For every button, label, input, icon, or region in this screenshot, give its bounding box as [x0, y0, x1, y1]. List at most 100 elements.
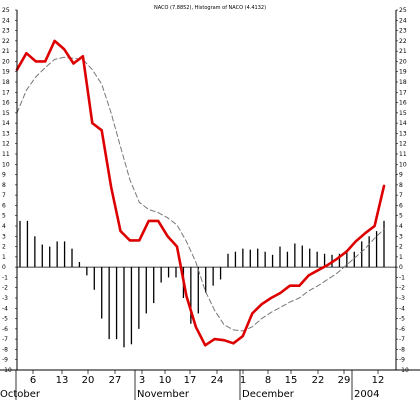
right-y-tick-label-1: 25: [399, 7, 407, 14]
right-y-tick-label-8: 18: [399, 79, 407, 86]
right-y-tick-label-19: 7: [399, 192, 403, 199]
right-y-tick-label-20: 6: [399, 202, 403, 209]
right-y-tick-label-34: -8: [399, 346, 405, 353]
right-y-tick-label-28: -2: [399, 285, 405, 292]
x-tick-label-11: 15: [285, 375, 298, 386]
left-y-tick-label-16: 10: [2, 161, 10, 168]
right-y-tick-label-36: -10: [399, 367, 409, 374]
left-y-tick-label-10: 16: [2, 100, 10, 107]
left-y-tick-label-12: 14: [2, 120, 10, 127]
left-y-tick-label-11: 15: [2, 110, 10, 117]
x-tick-label-13: 29: [338, 375, 351, 386]
x-tick-label-14: 12: [372, 375, 385, 386]
right-y-tick-label-9: 17: [399, 89, 407, 96]
left-y-tick-label-20: 6: [2, 202, 6, 209]
right-y-tick-label-7: 19: [399, 69, 407, 76]
left-y-tick-label-5: 21: [2, 48, 10, 55]
right-y-tick-label-23: 3: [399, 233, 403, 240]
left-y-tick-label-22: 4: [2, 223, 6, 230]
x-tick-label-5: 3: [139, 375, 145, 386]
right-y-tick-label-25: 1: [399, 254, 403, 261]
left-y-tick-label-34: -8: [2, 346, 8, 353]
x-tick-label-1: 6: [30, 375, 36, 386]
x-tick-label-10: 8: [265, 375, 271, 386]
x-tick-label-4: 27: [109, 375, 122, 386]
right-y-tick-label-4: 22: [399, 38, 407, 45]
right-y-tick-label-12: 14: [399, 120, 407, 127]
x-axis: 6 13 20 27 3 10 17 24 1 8 15 22 29 12 October November D…: [0, 370, 384, 400]
x-tick-label-7: 17: [184, 375, 197, 386]
right-y-tick-label-16: 10: [399, 161, 407, 168]
right-y-tick-label-3: 23: [399, 28, 407, 35]
month-label-4: 2004: [354, 389, 379, 400]
month-label-2: November: [137, 389, 190, 400]
right-y-tick-label-11: 15: [399, 110, 407, 117]
left-y-tick-label-27: -1: [2, 274, 8, 281]
month-label-3: December: [242, 389, 295, 400]
right-y-tick-label-30: -4: [399, 305, 405, 312]
right-y-tick-label-24: 2: [399, 244, 403, 251]
right-y-tick-label-31: -5: [399, 316, 405, 323]
left-y-tick-label-18: 8: [2, 182, 6, 189]
right-y-tick-label-6: 20: [399, 58, 407, 65]
right-y-tick-label-13: 13: [399, 130, 407, 137]
right-y-tick-label-33: -7: [399, 336, 405, 343]
histogram-group: [19, 220, 385, 348]
x-tick-label-6: 10: [159, 375, 172, 386]
left-y-tick-label-36: -10: [2, 367, 12, 374]
left-y-tick-label-3: 23: [2, 28, 10, 35]
left-y-tick-label-23: 3: [2, 233, 6, 240]
month-label-1: October: [0, 389, 41, 400]
left-y-tick-label-26: 0: [2, 264, 6, 271]
left-y-tick-label-31: -5: [2, 316, 8, 323]
right-y-tick-label-26: 0: [399, 264, 403, 271]
right-y-tick-label-17: 9: [399, 172, 403, 179]
left-y-tick-label-9: 17: [2, 89, 10, 96]
left-y-tick-label-28: -2: [2, 285, 8, 292]
left-y-tick-label-17: 9: [2, 172, 6, 179]
x-tick-label-9: 1: [240, 375, 246, 386]
left-y-tick-label-4: 22: [2, 38, 10, 45]
macd-line: [15, 39, 386, 347]
left-y-tick-label-14: 12: [2, 141, 10, 148]
left-y-axis: 2524232221201918171615141312111098765432…: [2, 7, 17, 374]
left-y-tick-label-15: 11: [2, 151, 10, 158]
left-y-tick-label-25: 1: [2, 254, 6, 261]
left-y-tick-label-33: -7: [2, 336, 8, 343]
right-y-tick-label-18: 8: [399, 182, 403, 189]
left-y-tick-label-21: 5: [2, 213, 6, 220]
right-y-tick-label-35: -9: [399, 357, 405, 364]
right-y-tick-label-2: 24: [399, 17, 407, 24]
right-y-tick-label-5: 21: [399, 48, 407, 55]
left-y-tick-label-13: 13: [2, 130, 10, 137]
right-y-tick-label-32: -6: [399, 326, 405, 333]
right-y-tick-label-27: -1: [399, 274, 405, 281]
left-y-tick-label-30: -4: [2, 305, 8, 312]
main-line-group: [15, 39, 386, 347]
x-tick-label-2: 13: [56, 375, 69, 386]
x-tick-label-8: 24: [211, 375, 224, 386]
left-y-tick-label-32: -6: [2, 326, 8, 333]
left-y-tick-label-24: 2: [2, 244, 6, 251]
left-y-tick-label-2: 24: [2, 17, 10, 24]
left-y-tick-label-8: 18: [2, 79, 10, 86]
right-y-tick-label-15: 11: [399, 151, 407, 158]
right-y-axis: 2524232221201918171615141312111098765432…: [396, 7, 409, 374]
left-y-tick-label-7: 19: [2, 69, 10, 76]
left-y-tick-label-19: 7: [2, 192, 6, 199]
right-y-tick-label-21: 5: [399, 213, 403, 220]
right-y-tick-label-29: -3: [399, 295, 405, 302]
left-y-tick-label-35: -9: [2, 357, 8, 364]
x-tick-label-12: 22: [312, 375, 325, 386]
right-y-tick-label-10: 16: [399, 100, 407, 107]
plot-frame-group: [0, 10, 420, 371]
right-y-tick-label-14: 12: [399, 141, 407, 148]
left-y-tick-label-29: -3: [2, 295, 8, 302]
chart-title: NACO (7.8852), Histogram of NACO (4.4132…: [154, 5, 266, 11]
right-y-tick-label-22: 4: [399, 223, 403, 230]
left-y-tick-label-6: 20: [2, 58, 10, 65]
x-tick-label-3: 20: [82, 375, 95, 386]
left-y-tick-label-1: 25: [2, 7, 10, 14]
